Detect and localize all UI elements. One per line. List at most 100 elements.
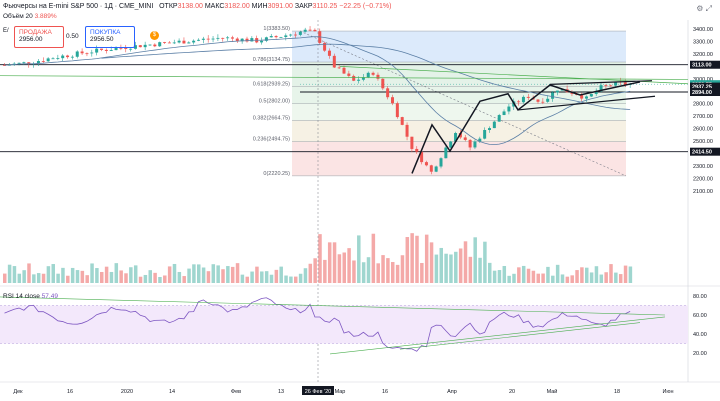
volume-bar: [623, 265, 628, 283]
time-tick: 14: [169, 389, 175, 395]
volume-bar: [488, 262, 492, 283]
volume-bar: [381, 255, 385, 283]
candle-body: [371, 72, 375, 75]
time-tick: Апр: [447, 389, 457, 395]
volume-bar: [75, 270, 80, 283]
candle-body: [260, 40, 264, 43]
buy-button[interactable]: ПОКУПКА 2956.50: [85, 26, 135, 48]
open-value: 3138.00: [177, 3, 203, 10]
volume-bar: [148, 270, 152, 283]
volume-bar: [230, 266, 235, 283]
volume-bar: [536, 273, 540, 283]
fib-zone: [292, 31, 626, 63]
volume-bar: [104, 266, 109, 283]
volume-bar: [395, 264, 400, 283]
sell-button[interactable]: ПРОДАЖА 2956.00: [14, 26, 64, 48]
volume-bar: [298, 273, 303, 283]
candle-body: [163, 42, 167, 43]
volume-bar: [589, 272, 594, 283]
candle-body: [235, 38, 239, 42]
gear-icon[interactable]: ⚙: [696, 4, 704, 13]
volume-bar: [565, 276, 570, 283]
candle-body: [303, 29, 307, 32]
price-tick: 2200.00: [693, 176, 713, 182]
time-tick: Фев: [231, 389, 241, 395]
candle-body: [294, 34, 297, 36]
candle-body: [546, 98, 550, 102]
low-label: МИН: [251, 3, 268, 10]
candle-body: [61, 55, 65, 59]
sell-label: ПРОДАЖА: [19, 29, 52, 36]
volume-bar: [507, 275, 511, 283]
candle-body: [585, 96, 588, 99]
candle-body: [153, 44, 157, 47]
volume-bar: [56, 273, 60, 283]
candle-body: [22, 62, 26, 64]
candle-body: [609, 85, 613, 87]
volume-bar: [386, 258, 390, 283]
time-tick: 13: [278, 389, 284, 395]
price-badge-text: 3113.00: [692, 63, 712, 69]
candle-body: [473, 141, 477, 148]
chart-title-row: Фьючерсы на E-mini S&P 500 · 1Д · CME_MI…: [3, 3, 391, 10]
volume-bar: [85, 275, 89, 283]
candle-body: [521, 96, 525, 103]
candle-body: [245, 38, 249, 42]
candle-body: [129, 48, 133, 50]
candle-body: [391, 97, 394, 104]
expand-icon[interactable]: ⤢: [705, 4, 712, 13]
volume-bar: [70, 267, 75, 283]
volume-bar: [27, 263, 31, 283]
volume-bar: [463, 241, 468, 283]
volume-bar: [36, 273, 41, 283]
volume-bar: [332, 242, 337, 283]
candle-body: [177, 40, 181, 43]
fib-label: 0.786(3134.75): [253, 57, 290, 63]
price-badge: [690, 82, 720, 91]
price-badge-text: 2937.25: [692, 85, 712, 91]
dollar-circle-icon[interactable]: $: [150, 31, 159, 40]
candle-body: [429, 165, 433, 172]
time-tick: Дек: [13, 389, 23, 395]
rsi-line: [4, 297, 631, 352]
volume-bar: [458, 248, 463, 283]
volume-bar: [90, 263, 94, 283]
volume-bar: [366, 257, 371, 283]
volume-bar: [521, 265, 526, 283]
moving-average-line: [4, 36, 631, 146]
open-label: ОТКР: [159, 3, 178, 10]
candle-body: [352, 75, 356, 81]
candle-body: [269, 36, 273, 38]
candle-body: [3, 65, 6, 66]
volume-bar: [95, 268, 99, 283]
wave-drawing: [411, 81, 641, 174]
volume-bar: [424, 234, 429, 283]
candle-body: [502, 111, 506, 116]
candle-body: [478, 138, 482, 142]
volume-bar: [3, 273, 7, 283]
candle-body: [206, 38, 210, 40]
candle-body: [46, 58, 50, 62]
candle-body: [580, 94, 584, 99]
volume-bar: [284, 275, 288, 283]
fib-label: 0(2220.25): [263, 171, 290, 177]
price-tick: 2700.00: [693, 114, 713, 120]
rsi-value: 57.49: [41, 293, 58, 300]
volume-bar: [7, 264, 12, 283]
rsi-tick: 40.00: [693, 332, 707, 338]
candle-body: [497, 115, 501, 122]
volume-bar: [158, 276, 162, 283]
candle-body: [357, 79, 361, 81]
buy-price: 2956.50: [90, 36, 114, 43]
time-tick: 16: [67, 389, 73, 395]
top-right-toolbar: ⚙ ⤢: [696, 4, 712, 14]
volume-bar: [119, 270, 123, 283]
close-label: ЗАКР: [294, 3, 313, 10]
volume-bar: [201, 267, 206, 283]
candle-body: [211, 38, 215, 40]
fib-zone: [292, 120, 626, 142]
price-tick: 2500.00: [693, 139, 713, 145]
volume-bar: [376, 263, 380, 283]
candle-body: [197, 39, 200, 41]
